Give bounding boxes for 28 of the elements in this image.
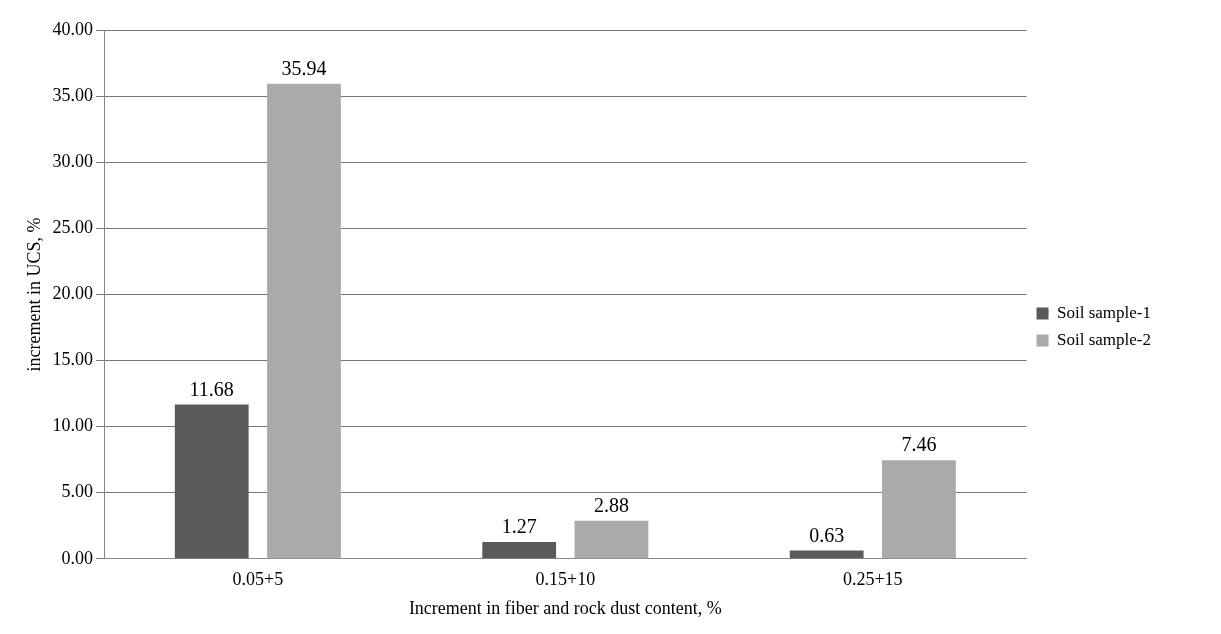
x-tick-label: 0.05+5	[232, 569, 284, 590]
bar	[267, 83, 341, 559]
y-tick-label: 20.00	[52, 283, 94, 304]
x-axis-title: Increment in fiber and rock dust content, %	[408, 597, 722, 618]
data-label: 11.68	[189, 377, 234, 400]
legend-label: Soil sample-2	[1057, 329, 1151, 349]
y-tick-label: 35.00	[52, 84, 94, 105]
bar	[882, 460, 956, 559]
data-label: 35.94	[281, 56, 327, 79]
y-tick-label: 25.00	[52, 217, 94, 238]
y-tick-label: 30.00	[52, 150, 94, 171]
data-label: 0.63	[809, 523, 845, 546]
y-tick-label: 10.00	[52, 415, 94, 436]
y-tick-label: 15.00	[52, 349, 94, 370]
y-tick-label: 5.00	[61, 481, 94, 502]
y-axis-title: increment in UCS, %	[23, 217, 44, 372]
y-tick-label: 40.00	[52, 18, 94, 39]
legend-label: Soil sample-1	[1057, 302, 1151, 322]
y-tick-label: 0.00	[61, 547, 94, 568]
bar	[789, 550, 864, 559]
bar	[574, 520, 649, 559]
x-tick-label: 0.25+15	[842, 569, 903, 590]
bar	[482, 542, 557, 559]
data-label: 2.88	[593, 493, 629, 516]
bar	[174, 404, 249, 559]
data-label: 7.46	[901, 433, 937, 456]
x-tick-label: 0.15+10	[535, 569, 596, 590]
data-label: 1.27	[501, 515, 537, 538]
